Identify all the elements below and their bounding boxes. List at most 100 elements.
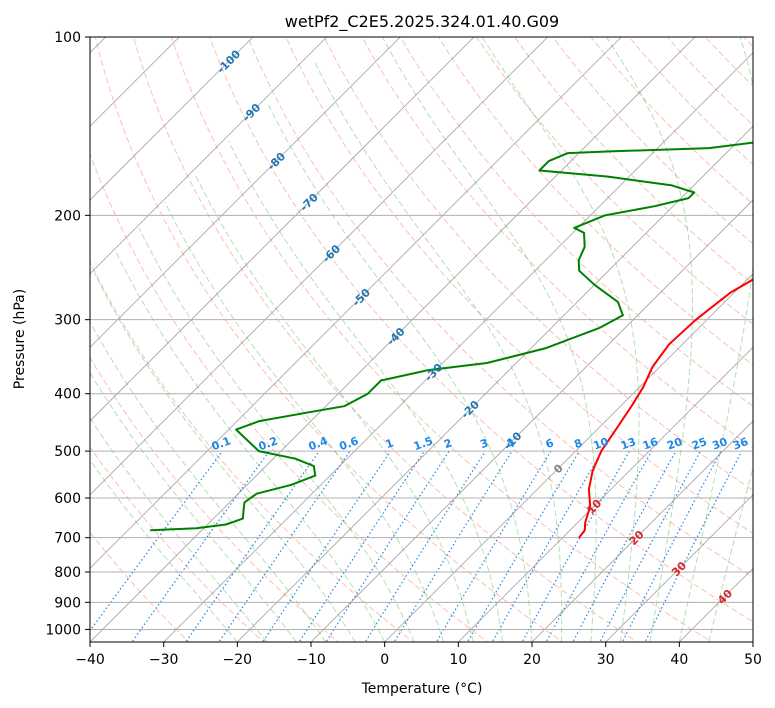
x-tick-label: −40 xyxy=(75,652,105,668)
y-tick-label: 300 xyxy=(54,313,81,329)
moist-adiabat-line xyxy=(90,459,238,642)
mixing-ratio-line xyxy=(325,450,450,642)
isotherm-line xyxy=(237,125,753,642)
y-axis-ticks: 100 200 300 400 500 600 700 800 900 1000 xyxy=(45,30,90,638)
y-tick-label: 100 xyxy=(54,30,81,46)
isotherm-label: -100 xyxy=(215,47,244,76)
profile-series xyxy=(150,141,753,539)
mixing-ratio-line xyxy=(131,450,270,642)
dry-adiabat-line xyxy=(323,37,753,491)
mixing-ratio-line xyxy=(298,450,425,642)
isotherm-line xyxy=(90,37,475,422)
mixing-ratio-label: 36 xyxy=(731,435,750,453)
moist-adiabat-line xyxy=(481,37,640,642)
mixing-ratio-label: 10 xyxy=(592,435,611,453)
moist-adiabat-line xyxy=(164,201,445,642)
dry-adiabat-line xyxy=(90,152,489,642)
moist-adiabat-line xyxy=(678,37,753,642)
y-tick-label: 900 xyxy=(54,595,81,611)
isotherm-label: -30 xyxy=(422,361,445,384)
x-tick-label: 30 xyxy=(597,652,615,668)
isotherm-line xyxy=(458,346,753,642)
y-tick-label: 200 xyxy=(54,208,81,224)
y-axis-label: Pressure (hPa) xyxy=(12,289,28,389)
mixing-ratio-label: 0.6 xyxy=(338,434,361,453)
dry-adiabat-line xyxy=(209,37,753,623)
isotherm-label: 20 xyxy=(627,528,647,548)
mixing-ratio-label: 8 xyxy=(572,436,584,451)
mixing-ratio-label: 30 xyxy=(710,435,729,453)
mixing-ratio-label: 4 xyxy=(505,436,517,451)
mixing-ratio-line xyxy=(466,450,580,642)
isotherm-label: -80 xyxy=(265,150,288,173)
isotherm-line xyxy=(605,494,753,642)
dry-adiabat-line xyxy=(90,531,190,642)
isotherm-line xyxy=(90,37,254,201)
isotherm-label: -70 xyxy=(298,191,321,214)
dry-adiabat-line xyxy=(247,37,753,578)
moist-adiabat-line xyxy=(93,272,356,642)
mixing-ratio-label: 6 xyxy=(544,436,556,451)
mixing-ratio-label: 0.2 xyxy=(257,434,280,453)
mixing-ratio-label: 0.4 xyxy=(307,434,330,453)
dry-adiabat-line xyxy=(514,37,753,285)
dry-adiabat-line xyxy=(666,37,753,126)
mixing-ratio-label: 0.1 xyxy=(210,434,233,453)
moist-adiabat-line xyxy=(90,371,297,642)
mixing-ratio-label: 3 xyxy=(478,436,490,451)
dry-adiabat-line xyxy=(437,37,753,366)
dry-adiabat-line xyxy=(361,37,753,449)
moist-adiabat-line xyxy=(115,251,386,642)
mixing-ratio-line xyxy=(599,450,702,642)
isotherm-line xyxy=(531,420,753,642)
isotherm-line xyxy=(310,199,753,642)
chart-title: wetPf2_C2E5.2025.324.01.40.G09 xyxy=(285,12,559,32)
y-tick-label: 700 xyxy=(54,531,81,547)
isotherm-line xyxy=(384,273,753,642)
x-axis-ticks: −40 −30 −20 −10 0 10 20 30 40 50 xyxy=(75,642,762,668)
moist-adiabat-line xyxy=(267,104,533,642)
mixing-ratio-line xyxy=(185,450,320,642)
x-tick-label: −20 xyxy=(223,652,253,668)
isotherm-label: 30 xyxy=(669,559,689,579)
mixing-ratio-label: 25 xyxy=(690,435,709,452)
moist-adiabat-line xyxy=(90,321,327,642)
isotherm-label: -60 xyxy=(320,242,343,265)
moist-adiabat-line xyxy=(381,37,597,642)
moist-adiabat-line xyxy=(314,61,563,642)
x-tick-label: 20 xyxy=(523,652,541,668)
isotherm-line xyxy=(90,37,327,275)
y-tick-label: 1000 xyxy=(45,622,81,638)
isotherm-line xyxy=(90,37,548,496)
y-tick-label: 400 xyxy=(54,387,81,403)
mixing-ratio-line xyxy=(393,450,513,642)
isotherm-line xyxy=(679,567,753,642)
mixing-ratio-line xyxy=(644,450,743,642)
isotherm-line xyxy=(90,37,622,569)
plot-frame xyxy=(89,36,754,643)
x-tick-label: −10 xyxy=(296,652,326,668)
y-tick-label: 600 xyxy=(54,491,81,507)
isotherm-label: -90 xyxy=(240,101,263,124)
mixing-ratio-label: 13 xyxy=(619,435,638,452)
x-tick-label: 40 xyxy=(670,652,688,668)
isotherm-line xyxy=(163,52,753,642)
mixing-ratio-line xyxy=(572,450,677,642)
y-tick-label: 800 xyxy=(54,565,81,581)
dry-adiabat-line xyxy=(590,37,753,205)
mixing-ratio-line xyxy=(262,450,392,642)
y-tick-label: 500 xyxy=(54,444,81,460)
dry-adiabat-line xyxy=(94,37,564,642)
mixing-ratio-label: 20 xyxy=(665,435,684,453)
x-tick-label: 0 xyxy=(380,652,389,668)
mixing-ratio-label: 16 xyxy=(641,435,660,453)
isotherm-label: 0 xyxy=(551,461,566,476)
line-labels: -100-90-80-70-60-50-40-30-20-10010203040… xyxy=(210,47,750,607)
mixing-ratio-line xyxy=(90,450,223,632)
x-tick-label: 50 xyxy=(744,652,762,668)
isotherm-line xyxy=(752,641,753,642)
isotherm-line xyxy=(90,37,401,348)
x-axis-label: Temperature (°C) xyxy=(361,681,483,697)
mixing-ratio-label: 1.5 xyxy=(412,434,435,453)
